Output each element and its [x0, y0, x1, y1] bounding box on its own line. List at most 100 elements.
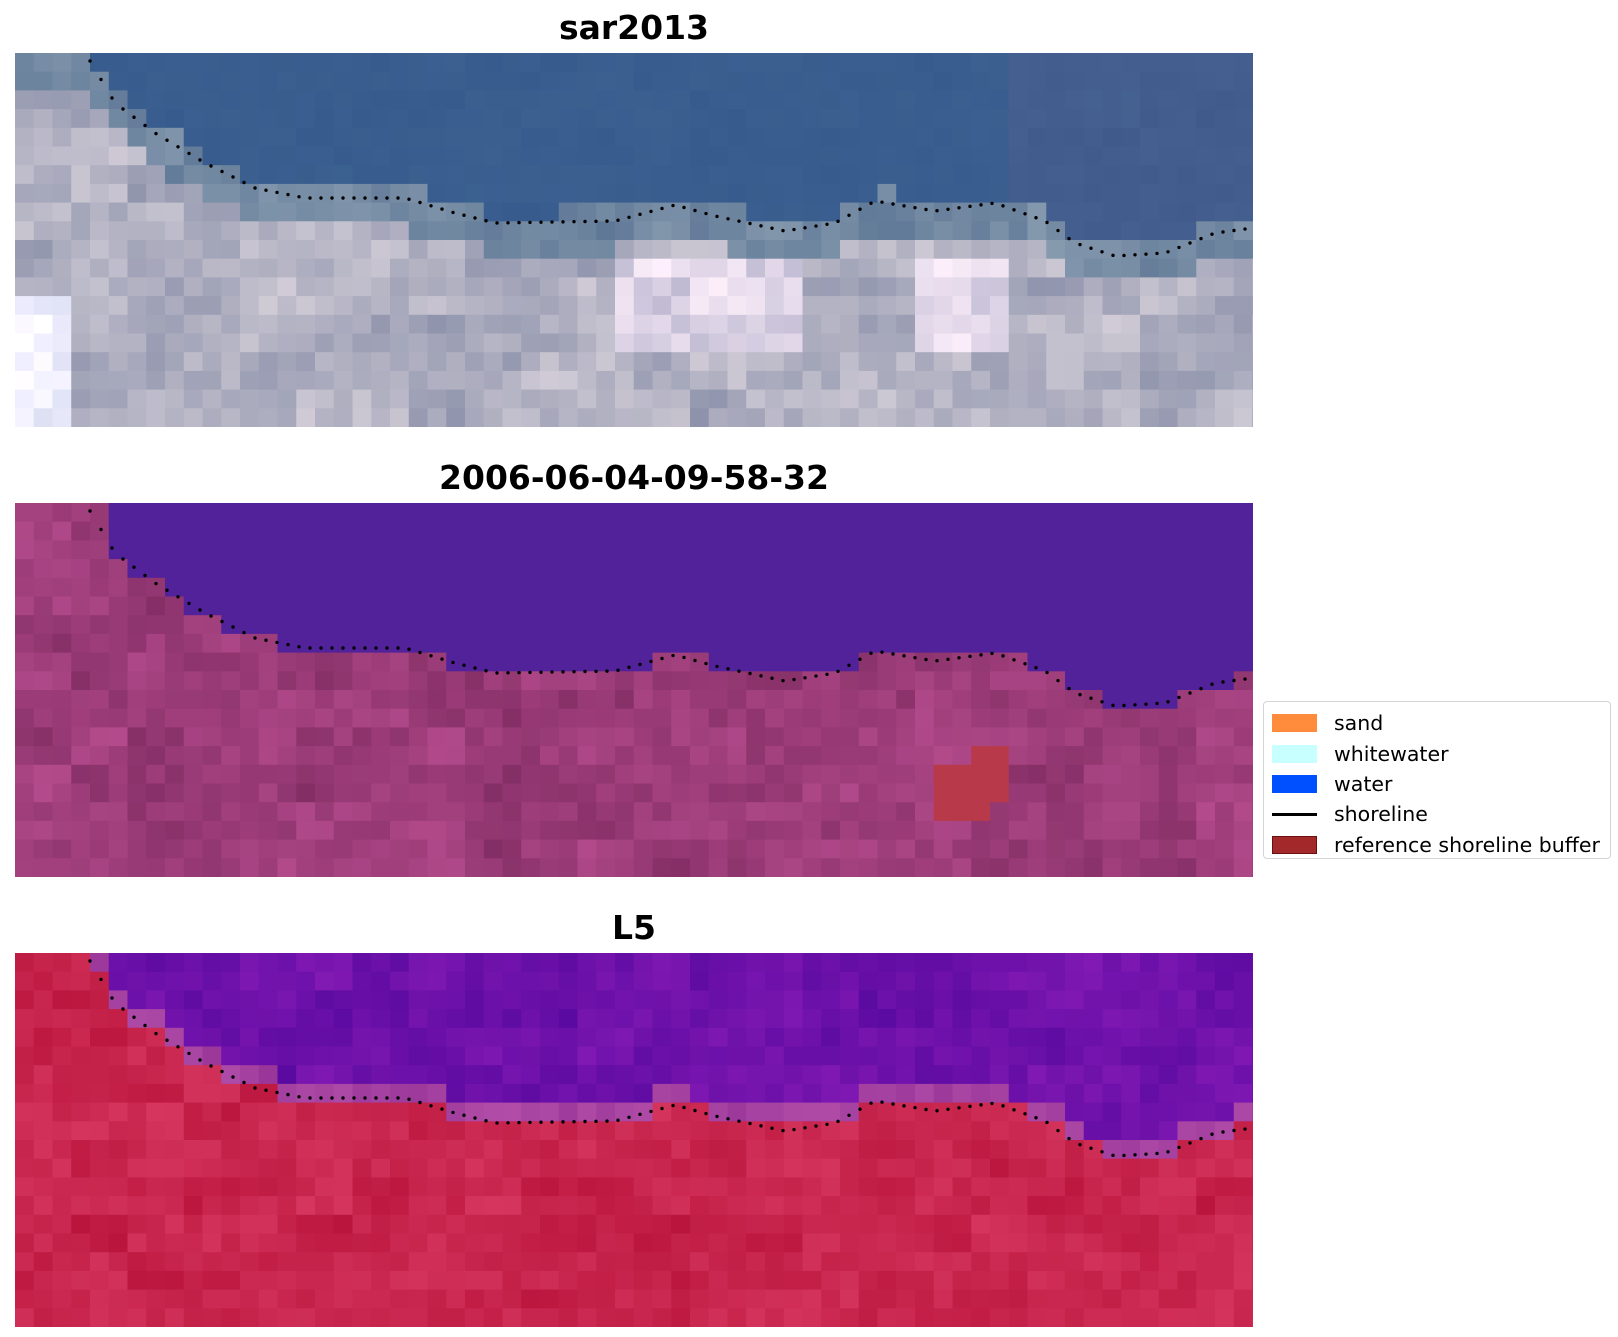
shoreline-point — [748, 671, 752, 676]
shoreline-point — [638, 1112, 642, 1117]
shoreline-point — [902, 204, 906, 208]
shoreline-point — [506, 1121, 510, 1125]
shoreline-point — [462, 1113, 466, 1117]
shoreline-point — [484, 669, 488, 673]
shoreline-point — [528, 1120, 532, 1125]
shoreline-point — [275, 640, 279, 645]
shoreline-point — [407, 1097, 411, 1101]
shoreline-point — [858, 207, 862, 211]
shoreline-point — [847, 663, 851, 667]
shoreline-point — [451, 660, 455, 665]
shoreline-point — [715, 214, 719, 219]
shoreline-point — [693, 208, 697, 213]
shoreline-point — [924, 1107, 928, 1112]
shoreline-point — [143, 1023, 147, 1028]
shoreline-point — [1012, 658, 1016, 662]
shoreline-point — [550, 670, 554, 674]
shoreline-point — [1056, 1128, 1060, 1133]
shoreline-point — [1232, 228, 1236, 233]
shoreline-point — [275, 190, 279, 195]
shoreline-point — [924, 657, 928, 662]
shoreline-point — [121, 107, 125, 111]
shoreline-point — [440, 207, 444, 211]
shoreline-point — [110, 996, 114, 1000]
shoreline-point — [187, 1051, 191, 1056]
shoreline-point — [1023, 662, 1027, 666]
shoreline-point — [1133, 703, 1137, 707]
shoreline-point — [1199, 1136, 1203, 1141]
shoreline-point — [737, 669, 741, 673]
image-pixels — [15, 503, 1253, 877]
shoreline-point — [836, 219, 840, 224]
shoreline-point — [209, 614, 213, 618]
shoreline-point — [1012, 208, 1016, 212]
shoreline-point — [572, 669, 576, 674]
shoreline-point — [935, 659, 939, 663]
shoreline-point — [143, 573, 147, 578]
shoreline-point — [132, 1015, 136, 1019]
shoreline-points — [88, 59, 1247, 258]
panel-title-sar2013: sar2013 — [558, 8, 710, 47]
shoreline-point — [429, 204, 433, 208]
shoreline-point — [176, 1045, 180, 1049]
shoreline-point — [770, 1126, 774, 1130]
shoreline-point — [99, 977, 103, 982]
shoreline-point — [1188, 691, 1192, 695]
shoreline-point — [1089, 1146, 1093, 1150]
shoreline-point — [495, 221, 499, 225]
shoreline-point — [649, 1109, 653, 1114]
shoreline-point — [242, 1080, 246, 1085]
shoreline-point — [704, 1111, 708, 1116]
shoreline-point — [396, 646, 400, 650]
shoreline-point — [352, 196, 356, 200]
shoreline-point — [1067, 1136, 1071, 1141]
shoreline-point — [990, 1101, 994, 1106]
shoreline-point — [1177, 245, 1181, 250]
shoreline-point — [506, 671, 510, 675]
shoreline-point — [583, 1119, 587, 1124]
shoreline-point — [440, 657, 444, 661]
shoreline-point — [583, 219, 587, 224]
shoreline-point — [528, 220, 532, 225]
shoreline-point — [594, 669, 598, 674]
shoreline-point — [484, 219, 488, 223]
shoreline-point — [99, 527, 103, 532]
panel-title-l5: L5 — [612, 908, 656, 947]
shoreline-point — [1111, 253, 1115, 258]
shoreline-point — [363, 196, 367, 200]
shoreline-point — [1155, 251, 1159, 256]
shoreline-point — [1199, 236, 1203, 241]
shoreline-point — [319, 196, 323, 200]
shoreline-point — [814, 224, 818, 228]
shoreline-point — [176, 145, 180, 149]
shoreline-point — [638, 212, 642, 217]
shoreline-point — [792, 227, 796, 232]
legend-item-water: water — [1272, 769, 1602, 799]
legend-label-water: water — [1334, 771, 1393, 796]
shoreline-point — [605, 1119, 609, 1123]
legend-label-sand: sand — [1334, 711, 1384, 736]
shoreline-point — [957, 206, 961, 210]
shoreline-point — [385, 196, 389, 200]
legend-item-whitewater: whitewater — [1272, 738, 1602, 768]
shoreline-point — [748, 1121, 752, 1126]
shoreline-point — [209, 164, 213, 168]
shoreline-point — [990, 201, 994, 206]
shoreline-point — [385, 1096, 389, 1100]
legend-label-whitewater: whitewater — [1334, 741, 1449, 766]
shoreline-point — [1144, 1152, 1148, 1156]
shoreline-point — [1012, 1108, 1016, 1112]
shoreline-point — [1210, 1132, 1214, 1136]
shoreline-point — [671, 653, 675, 658]
shoreline-point — [572, 1119, 576, 1124]
shoreline-point — [759, 674, 763, 678]
shoreline-point — [880, 650, 884, 654]
sar2013-rgb-image — [15, 53, 1253, 427]
shoreline-point — [1177, 1145, 1181, 1150]
shoreline-point — [253, 186, 257, 190]
shoreline-point — [418, 200, 422, 205]
shoreline-point — [341, 646, 345, 650]
shoreline-point — [1111, 1153, 1115, 1158]
shoreline-point — [957, 1106, 961, 1110]
shoreline-point — [583, 669, 587, 674]
